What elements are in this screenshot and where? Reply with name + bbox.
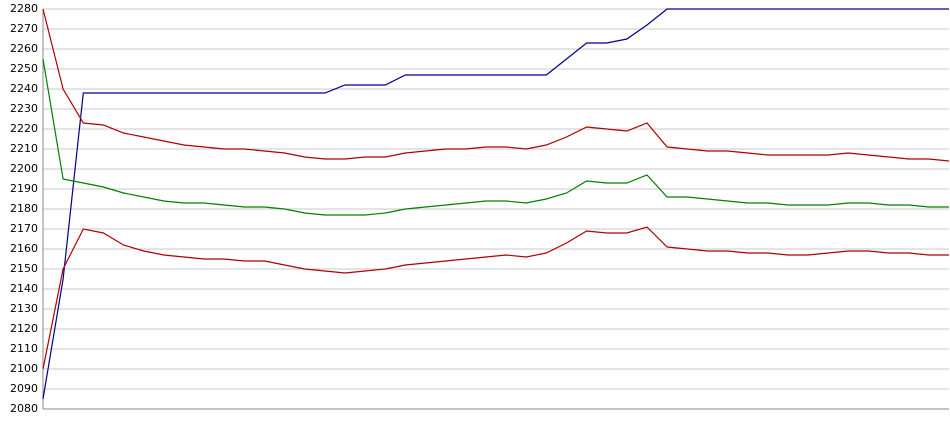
y-tick-label: 2130 [10, 302, 38, 315]
y-tick-label: 2280 [10, 2, 38, 15]
y-tick-label: 2210 [10, 142, 38, 155]
series-line [42, 8, 950, 162]
y-tick-label: 2170 [10, 222, 38, 235]
y-tick-label: 2240 [10, 82, 38, 95]
y-tick-label: 2270 [10, 22, 38, 35]
y-tick-label: 2090 [10, 382, 38, 395]
y-tick-label: 2180 [10, 202, 38, 215]
y-tick-label: 2120 [10, 322, 38, 335]
y-tick-label: 2080 [10, 402, 38, 415]
series-line [42, 8, 949, 400]
series-line [42, 226, 949, 370]
y-tick-label: 2250 [10, 62, 38, 75]
y-tick-label: 2100 [10, 362, 38, 375]
y-tick-label: 2260 [10, 42, 38, 55]
y-tick-label: 2140 [10, 282, 38, 295]
y-tick-label: 2160 [10, 242, 38, 255]
y-tick-label: 2200 [10, 162, 38, 175]
y-tick-label: 2220 [10, 122, 38, 135]
y-tick-label: 2150 [10, 262, 38, 275]
y-tick-label: 2190 [10, 182, 38, 195]
y-tick-label: 2110 [10, 342, 38, 355]
series-line [42, 58, 949, 216]
y-tick-label: 2230 [10, 102, 38, 115]
